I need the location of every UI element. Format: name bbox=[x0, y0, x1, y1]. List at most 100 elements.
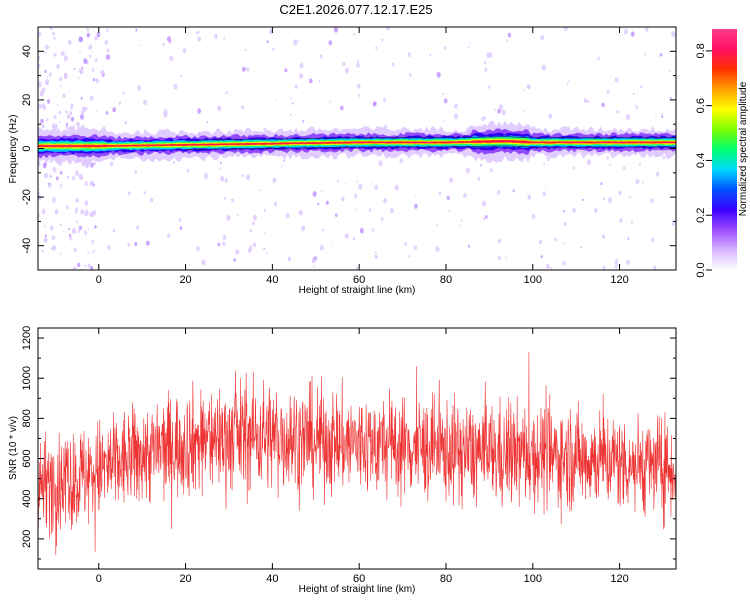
noise-speck bbox=[413, 245, 418, 251]
spec-x-tick-label: 20 bbox=[179, 274, 191, 286]
noise-speck bbox=[241, 66, 246, 72]
noise-speck bbox=[669, 96, 672, 101]
noise-speck bbox=[446, 195, 450, 201]
noise-speck bbox=[106, 54, 111, 60]
noise-speck bbox=[49, 225, 54, 231]
snr-series-line bbox=[38, 352, 676, 556]
noise-speck bbox=[217, 105, 222, 112]
noise-speck bbox=[53, 123, 58, 130]
noise-speck bbox=[263, 127, 267, 133]
noise-speck bbox=[627, 236, 630, 241]
noise-speck bbox=[601, 234, 606, 239]
noise-speck bbox=[81, 110, 85, 115]
noise-speck bbox=[104, 39, 109, 45]
noise-speck bbox=[619, 218, 623, 223]
noise-speck bbox=[448, 209, 450, 212]
noise-speck bbox=[77, 262, 81, 268]
noise-speck bbox=[354, 193, 358, 199]
noise-speck bbox=[594, 208, 598, 213]
noise-speck bbox=[55, 176, 59, 181]
noise-speck bbox=[289, 97, 292, 100]
noise-speck bbox=[542, 191, 546, 197]
noise-speck bbox=[284, 68, 288, 73]
noise-speck bbox=[249, 245, 253, 250]
spectrogram-x-axis-label: Height of straight line (km) bbox=[299, 285, 416, 296]
colorbar-label: Normalized spectral amplitude bbox=[738, 81, 749, 216]
noise-speck bbox=[93, 162, 96, 166]
noise-speck bbox=[298, 209, 303, 216]
noise-speck bbox=[84, 209, 89, 216]
noise-speck bbox=[219, 161, 222, 165]
noise-speck bbox=[293, 39, 298, 46]
noise-speck bbox=[507, 32, 512, 38]
noise-speck bbox=[481, 116, 485, 122]
noise-speck bbox=[140, 44, 142, 46]
snr-x-tick-label: 20 bbox=[179, 573, 191, 585]
noise-speck bbox=[358, 94, 361, 98]
noise-speck bbox=[359, 227, 364, 234]
noise-speck bbox=[106, 28, 109, 32]
noise-speck bbox=[65, 125, 69, 130]
noise-speck bbox=[89, 95, 94, 101]
noise-speck bbox=[93, 183, 95, 187]
noise-speck bbox=[355, 266, 358, 270]
noise-speck bbox=[72, 175, 76, 181]
noise-speck bbox=[77, 77, 80, 80]
noise-speck bbox=[380, 217, 384, 221]
noise-speck bbox=[226, 214, 231, 221]
noise-speck bbox=[122, 118, 124, 121]
noise-speck bbox=[287, 256, 292, 262]
noise-speck bbox=[71, 228, 77, 234]
noise-speck bbox=[298, 40, 300, 42]
noise-speck bbox=[357, 83, 361, 89]
noise-speck bbox=[586, 159, 592, 166]
noise-speck bbox=[41, 103, 46, 110]
noise-speck bbox=[220, 175, 225, 182]
noise-speck bbox=[342, 61, 346, 67]
noise-speck bbox=[467, 45, 470, 49]
noise-speck bbox=[59, 170, 63, 175]
noise-speck bbox=[77, 229, 80, 234]
snr-y-tick-label: 600 bbox=[21, 449, 33, 467]
noise-speck bbox=[356, 59, 359, 64]
noise-speck bbox=[52, 31, 55, 36]
noise-speck bbox=[642, 181, 644, 184]
noise-speck bbox=[43, 208, 45, 211]
noise-speck bbox=[383, 198, 387, 204]
noise-speck bbox=[78, 173, 83, 180]
noise-speck bbox=[443, 119, 446, 123]
noise-speck bbox=[285, 212, 290, 219]
snr-axes: 0 20 40 60 80 100 120 200 400 600 800 1000 1200 bbox=[21, 326, 676, 585]
noise-speck bbox=[580, 246, 582, 249]
noise-speck bbox=[112, 107, 117, 113]
noise-speck bbox=[197, 30, 200, 34]
noise-speck bbox=[328, 40, 333, 46]
noise-speck bbox=[633, 92, 635, 95]
noise-speck bbox=[568, 79, 571, 83]
noise-speck bbox=[436, 223, 438, 227]
noise-speck bbox=[81, 66, 84, 70]
noise-speck bbox=[38, 194, 42, 201]
noise-speck bbox=[281, 165, 283, 168]
noise-speck bbox=[522, 110, 525, 113]
noise-speck bbox=[541, 64, 546, 71]
noise-speck bbox=[186, 168, 190, 173]
noise-speck bbox=[53, 52, 57, 57]
noise-speck bbox=[65, 51, 68, 54]
ridge-edge-line bbox=[185, 145, 676, 150]
noise-speck bbox=[563, 242, 566, 245]
noise-speck bbox=[283, 159, 285, 162]
noise-speck bbox=[204, 173, 209, 179]
noise-speck bbox=[489, 168, 493, 173]
noise-speck bbox=[60, 223, 62, 226]
noise-speck bbox=[43, 172, 48, 179]
noise-speck bbox=[662, 155, 666, 160]
noise-speck bbox=[407, 52, 411, 57]
noise-speck bbox=[629, 195, 631, 199]
noise-speck bbox=[371, 182, 373, 185]
noise-speck bbox=[84, 230, 87, 235]
noise-speck bbox=[371, 228, 375, 232]
noise-speck bbox=[245, 174, 251, 181]
noise-speck bbox=[143, 191, 146, 195]
colorbar-ticks: 0.0 0.2 0.4 0.6 0.8 bbox=[695, 43, 712, 278]
